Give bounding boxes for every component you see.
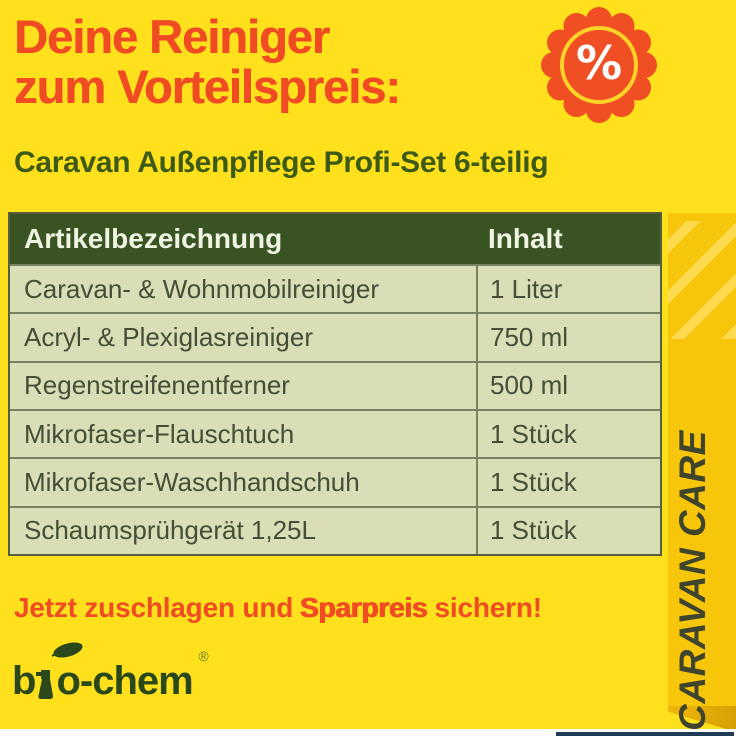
table-row: Caravan- & Wohnmobilreiniger 1 Liter xyxy=(10,264,660,313)
table-row: Acryl- & Plexiglasreiniger 750 ml xyxy=(10,312,660,361)
item-name: Caravan- & Wohnmobilreiniger xyxy=(24,273,380,304)
cta-suffix: sichern! xyxy=(434,592,543,623)
leaf-icon xyxy=(51,642,83,658)
discount-badge: % xyxy=(537,6,661,124)
item-amount: 1 Liter xyxy=(476,266,660,313)
table-row: Mikrofaser-Flauschtuch 1 Stück xyxy=(10,408,660,458)
brand-name-rest: o-chem xyxy=(56,659,193,703)
registered-mark: ® xyxy=(198,648,209,664)
bio-chem-logo: b o-chem ® xyxy=(12,642,209,704)
cta-highlight: Sparpreis xyxy=(300,592,428,623)
item-amount: 500 ml xyxy=(476,362,660,409)
cta-text: Jetzt zuschlagen und Sparpreis sichern! xyxy=(14,592,542,624)
table-row: Regenstreifenentferner 500 ml xyxy=(10,360,660,409)
shine-stripes-decoration xyxy=(668,221,736,339)
item-name: Mikrofaser-Flauschtuch xyxy=(24,418,295,449)
bottom-edge xyxy=(0,729,736,736)
brand-letter: b xyxy=(12,659,36,703)
percent-icon: % xyxy=(575,36,623,90)
cta-prefix: Jetzt zuschlagen und xyxy=(14,592,294,623)
title-line-1: Deine Reiniger xyxy=(14,10,330,63)
bottom-bar xyxy=(556,732,734,736)
item-name: Regenstreifenentferner xyxy=(24,370,290,401)
table-header-row: Artikelbezeichnung Inhalt xyxy=(10,214,660,264)
rosette-icon xyxy=(541,7,657,123)
item-amount: 750 ml xyxy=(476,314,660,361)
item-name: Mikrofaser-Waschhandschuh xyxy=(24,466,360,497)
title-line-2: zum Vorteilspreis: xyxy=(14,60,401,113)
item-amount: 1 Stück xyxy=(476,459,660,506)
column-header-inhalt: Inhalt xyxy=(488,223,563,254)
side-label-caravan-care: CARAVAN CARE xyxy=(672,430,713,731)
side-strip xyxy=(668,213,736,706)
item-name: Acryl- & Plexiglasreiniger xyxy=(24,321,313,352)
page-title: Deine Reiniger zum Vorteilspreis: xyxy=(14,10,401,113)
item-name: Schaumsprühgerät 1,25L xyxy=(24,515,316,546)
item-amount: 1 Stück xyxy=(476,507,660,554)
column-header-artikelbezeichnung: Artikelbezeichnung xyxy=(24,223,283,254)
contents-table: Artikelbezeichnung Inhalt Caravan- & Woh… xyxy=(8,212,662,556)
spray-bottle-icon xyxy=(36,670,54,699)
item-amount: 1 Stück xyxy=(476,410,660,458)
table-row: Schaumsprühgerät 1,25L 1 Stück xyxy=(10,505,660,554)
table-row: Mikrofaser-Waschhandschuh 1 Stück xyxy=(10,457,660,506)
product-set-name: Caravan Außenpflege Profi-Set 6-teilig xyxy=(14,146,549,179)
